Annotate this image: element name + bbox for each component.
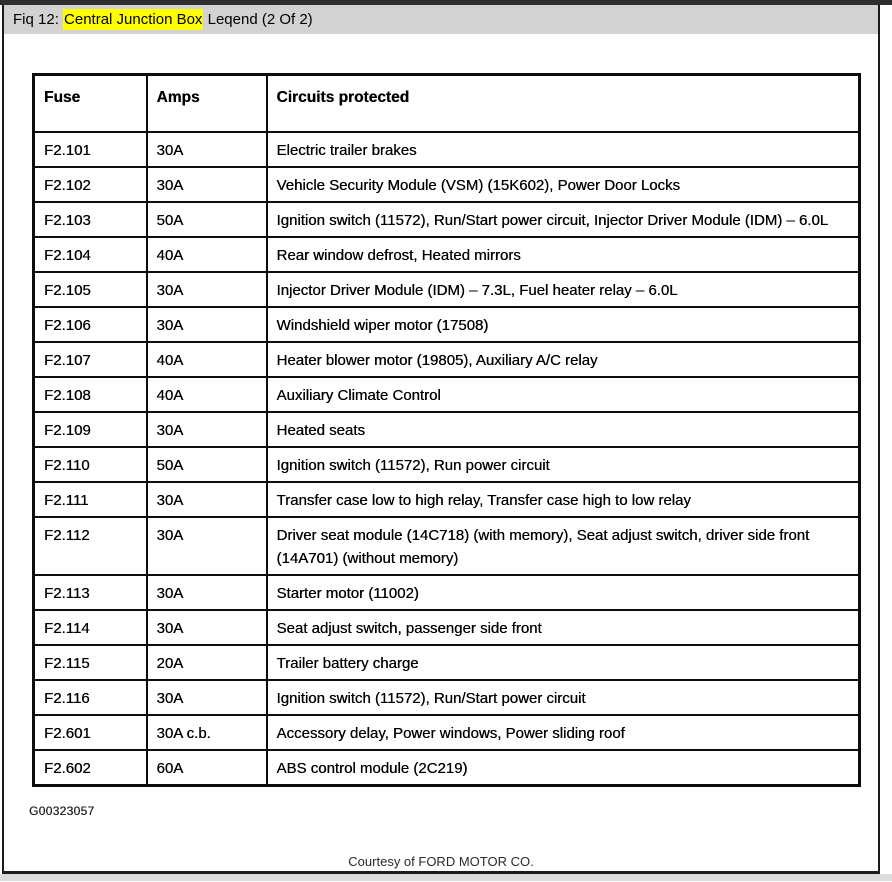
fuse-legend-table: Fuse Amps Circuits protected F2.101 30A El… (32, 73, 861, 787)
amps-cell: 30A (145, 305, 268, 343)
fuse-cell: F2.114 (32, 608, 148, 646)
table-row: F2.113 30A Starter motor (11002) (32, 573, 861, 611)
amps-cell: 40A (145, 375, 268, 413)
courtesy-note: Courtesy of FORD MOTOR CO. (348, 853, 534, 869)
caption-search-highlight: Central Junction Box (63, 9, 204, 30)
circuits-cell: Heater blower motor (19805), Auxiliary A… (265, 340, 861, 378)
table-row: F2.108 40A Auxiliary Climate Control (32, 375, 861, 413)
fuse-cell: F2.107 (32, 340, 148, 378)
fuse-cell: F2.602 (32, 748, 148, 786)
amps-cell: 30A (145, 410, 268, 448)
fuse-cell: F2.106 (32, 305, 148, 343)
amps-cell: 30A c.b. (145, 713, 268, 751)
column-header-fuse: Fuse (32, 73, 148, 133)
fuse-cell: F2.102 (32, 165, 148, 203)
amps-cell: 30A (145, 678, 268, 716)
circuits-cell: Electric trailer brakes (265, 130, 861, 168)
circuits-cell: Accessory delay, Power windows, Power sl… (265, 713, 861, 751)
circuits-cell: Vehicle Security Module (VSM) (15K602), … (265, 165, 861, 203)
table-row: F2.114 30A Seat adjust switch, passenger s… (32, 608, 861, 646)
circuits-cell: Seat adjust switch, passenger side front (265, 608, 861, 646)
table-row: F2.102 30A Vehicle Security Module (VSM) (… (32, 165, 861, 203)
circuits-cell: Trailer battery charge (265, 643, 861, 681)
amps-cell: 30A (145, 165, 268, 203)
fuse-cell: F2.105 (32, 270, 148, 308)
circuits-cell: Starter motor (11002) (265, 573, 861, 611)
fuse-cell: F2.116 (32, 678, 148, 716)
fuse-cell: F2.112 (32, 515, 148, 576)
fuse-cell: F2.110 (32, 445, 148, 483)
amps-cell: 30A (145, 515, 268, 576)
table-row: F2.116 30A Ignition switch (11572), Run/St… (32, 678, 861, 716)
table-row: F2.112 30A Driver seat module (14C718) (wi… (32, 515, 861, 576)
document-panel: Fiq 12: Central Junction Box Leqend (2 O… (2, 5, 880, 874)
table-row: F2.104 40A Rear window defrost, Heated mir… (32, 235, 861, 273)
fuse-cell: F2.113 (32, 573, 148, 611)
amps-cell: 30A (145, 608, 268, 646)
fuse-cell: F2.103 (32, 200, 148, 238)
fuse-table-body: F2.101 30A Electric trailer brakes F2.102 30… (32, 130, 861, 786)
fuse-cell: F2.601 (32, 713, 148, 751)
fuse-cell: F2.109 (32, 410, 148, 448)
window-bottom-edge (0, 874, 892, 881)
table-row: F2.101 30A Electric trailer brakes (32, 130, 861, 168)
table-row: F2.602 60A ABS control module (2C219) (32, 748, 861, 786)
caption-suffix: Leqend (2 Of 2) (203, 11, 313, 28)
circuits-cell: Auxiliary Climate Control (265, 375, 861, 413)
fuse-cell: F2.108 (32, 375, 148, 413)
column-header-amps: Amps (145, 73, 268, 133)
amps-cell: 40A (145, 235, 268, 273)
table-header-row: Fuse Amps Circuits protected (32, 73, 861, 133)
circuits-cell: Injector Driver Module (IDM) – 7.3L, Fue… (265, 270, 861, 308)
circuits-cell: Driver seat module (14C718) (with memory… (265, 515, 861, 576)
amps-cell: 60A (145, 748, 268, 786)
table-row: F2.105 30A Injector Driver Module (IDM) – … (32, 270, 861, 308)
table-row: F2.106 30A Windshield wiper motor (17508) (32, 305, 861, 343)
fuse-cell: F2.111 (32, 480, 148, 518)
table-row: F2.110 50A Ignition switch (11572), Run po… (32, 445, 861, 483)
circuits-cell: Rear window defrost, Heated mirrors (265, 235, 861, 273)
circuits-cell: Windshield wiper motor (17508) (265, 305, 861, 343)
amps-cell: 50A (145, 445, 268, 483)
table-row: F2.109 30A Heated seats (32, 410, 861, 448)
column-header-circuits: Circuits protected (265, 73, 861, 133)
amps-cell: 30A (145, 130, 268, 168)
table-row: F2.115 20A Trailer battery charge (32, 643, 861, 681)
circuits-cell: Ignition switch (11572), Run/Start power… (265, 678, 861, 716)
amps-cell: 30A (145, 573, 268, 611)
amps-cell: 40A (145, 340, 268, 378)
table-row: F2.103 50A Ignition switch (11572), Run/St… (32, 200, 861, 238)
circuits-cell: Ignition switch (11572), Run power circu… (265, 445, 861, 483)
circuits-cell: ABS control module (2C219) (265, 748, 861, 786)
amps-cell: 30A (145, 480, 268, 518)
circuits-cell: Ignition switch (11572), Run/Start power… (265, 200, 861, 238)
fuse-cell: F2.104 (32, 235, 148, 273)
fuse-cell: F2.115 (32, 643, 148, 681)
figure-code: G00323057 (29, 803, 95, 818)
fuse-cell: F2.101 (32, 130, 148, 168)
window-top-edge (0, 0, 892, 5)
table-row: F2.111 30A Transfer case low to high relay… (32, 480, 861, 518)
caption-prefix: Fiq 12: (13, 11, 64, 28)
amps-cell: 20A (145, 643, 268, 681)
circuits-cell: Transfer case low to high relay, Transfe… (265, 480, 861, 518)
table-row: F2.107 40A Heater blower motor (19805), Au… (32, 340, 861, 378)
amps-cell: 50A (145, 200, 268, 238)
table-row: F2.601 30A c.b. Accessory delay, Power win… (32, 713, 861, 751)
circuits-cell: Heated seats (265, 410, 861, 448)
figure-caption-bar: Fiq 12: Central Junction Box Leqend (2 O… (4, 5, 878, 34)
amps-cell: 30A (145, 270, 268, 308)
